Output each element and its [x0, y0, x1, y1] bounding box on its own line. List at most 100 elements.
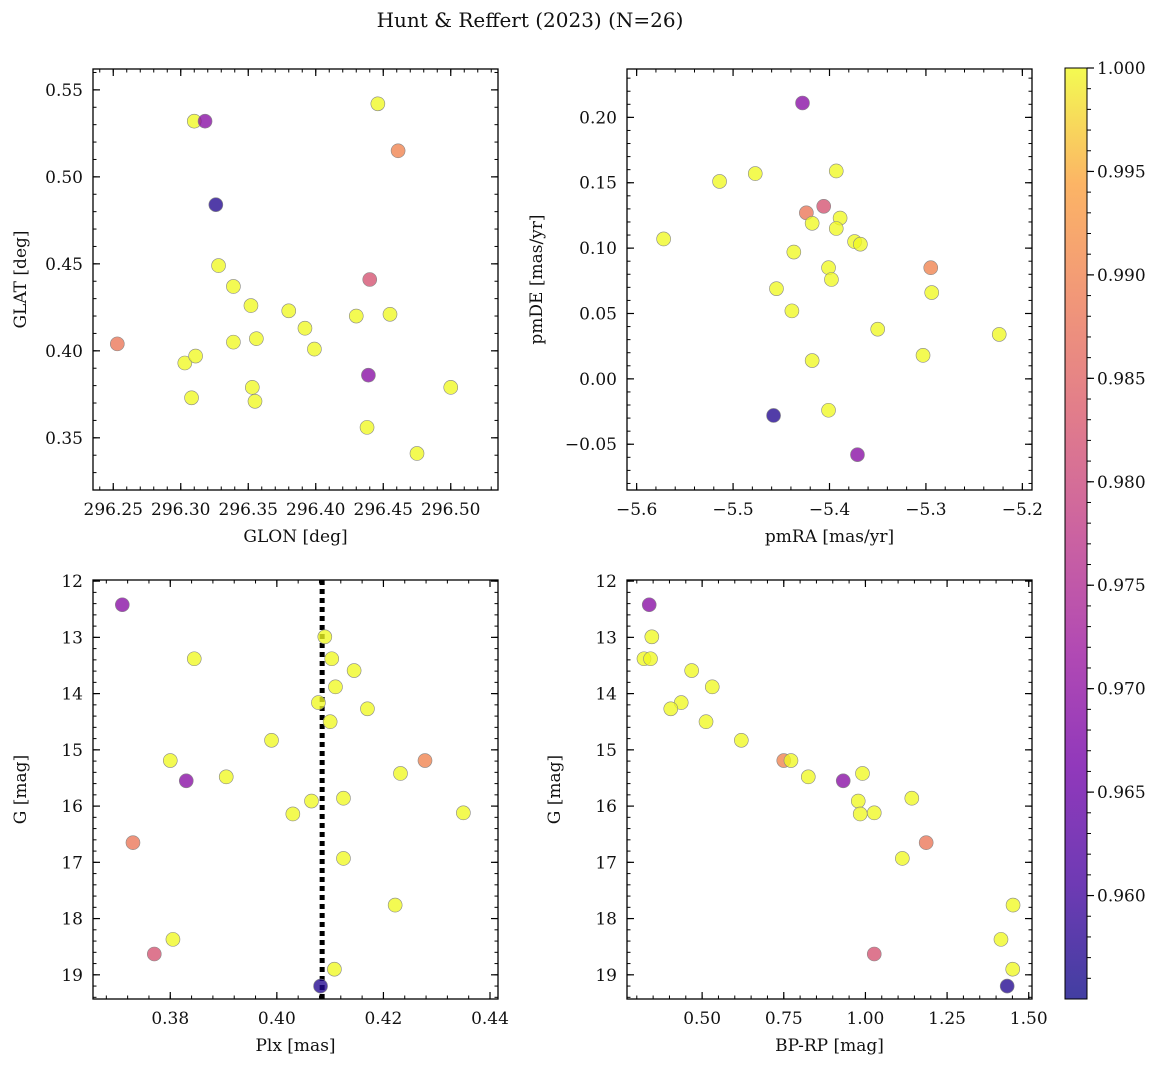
data-point — [712, 174, 727, 189]
data-point — [855, 766, 870, 781]
data-point — [307, 341, 322, 357]
axes-frame — [92, 579, 499, 1000]
data-point — [304, 793, 319, 809]
data-point — [904, 790, 920, 806]
colorbar-tick-label: 0.965 — [1097, 783, 1146, 803]
data-point — [382, 306, 398, 322]
data-point — [110, 336, 125, 352]
data-point — [852, 806, 868, 822]
x-tick-label: −5.4 — [809, 500, 850, 520]
data-point — [816, 198, 832, 214]
y-tick-label: 16 — [595, 797, 617, 817]
colorbar-tick-label: 0.975 — [1097, 576, 1146, 596]
y-tick-label: 19 — [595, 966, 617, 986]
data-point — [641, 597, 657, 613]
y-tick-label: 0.55 — [45, 81, 83, 101]
y-tick-label: 0.40 — [45, 342, 83, 362]
data-point — [226, 279, 241, 294]
data-point — [243, 298, 259, 313]
data-point — [390, 143, 406, 159]
data-point — [828, 163, 844, 179]
data-point — [359, 420, 375, 435]
data-point — [1005, 897, 1021, 913]
data-point — [835, 773, 851, 789]
panel-plx-g: 0.38 0.40 0.42 0.44 12 13 14 15 16 17 18 19 Plx [mas… — [11, 572, 509, 1056]
panel-glon-glat: 296.25 296.30 296.35 296.40 296.45 296.50 0.35… — [11, 68, 499, 547]
data-point — [734, 732, 749, 748]
x-tick-label: 296.40 — [286, 500, 345, 520]
x-axis-label: Plx [mas] — [255, 1036, 335, 1056]
data-point — [362, 272, 378, 287]
data-point — [188, 348, 203, 364]
y-tick-label: 13 — [61, 628, 83, 648]
data-point — [322, 714, 338, 730]
axes-frame — [626, 68, 1033, 491]
data-point — [165, 932, 181, 947]
y-axis-label: GLAT [deg] — [11, 230, 31, 328]
data-point — [249, 331, 264, 346]
y-tick-label: −0.05 — [565, 435, 617, 455]
colorbar-tick-label: 0.990 — [1097, 266, 1146, 286]
data-point — [747, 166, 763, 181]
data-point — [226, 334, 241, 350]
data-point — [417, 753, 433, 768]
data-point — [804, 215, 820, 231]
data-point — [247, 393, 263, 409]
axes-frame — [626, 579, 1033, 1000]
y-axis-label: G [mag] — [11, 755, 31, 824]
x-tick-label: −5.2 — [1002, 500, 1043, 520]
data-point — [821, 402, 836, 418]
x-tick-label: 1.50 — [1010, 1009, 1048, 1029]
data-point — [285, 806, 301, 822]
axes-frame — [92, 68, 499, 491]
y-tick-label: 17 — [61, 853, 83, 873]
y-axis-label: G [mag] — [545, 755, 565, 824]
data-point — [786, 244, 802, 260]
data-point — [766, 408, 781, 423]
data-point — [297, 320, 313, 336]
y-tick-label: 0.15 — [579, 174, 617, 194]
data-point — [370, 96, 386, 112]
colorbar-tick-label: 0.985 — [1097, 369, 1146, 389]
x-axis-label: BP-RP [mag] — [775, 1036, 884, 1056]
data-point — [923, 260, 939, 276]
y-tick-label: 14 — [61, 685, 83, 705]
y-tick-label: 0.45 — [45, 255, 83, 275]
data-point — [186, 651, 202, 667]
data-point — [828, 221, 844, 236]
data-point — [824, 272, 839, 287]
data-point — [264, 732, 279, 748]
x-tick-label: 0.42 — [364, 1009, 402, 1029]
data-point — [177, 355, 193, 371]
data-point — [115, 597, 130, 613]
data-point — [684, 663, 699, 678]
data-point — [663, 701, 679, 717]
y-tick-label: 0.10 — [579, 239, 617, 259]
y-tick-label: 0.05 — [579, 304, 617, 324]
y-tick-label: 12 — [595, 572, 617, 592]
colorbar-tick-label: 0.960 — [1097, 887, 1146, 907]
y-tick-label: 13 — [595, 628, 617, 648]
data-point — [327, 961, 342, 977]
data-point — [393, 766, 408, 781]
data-point — [313, 978, 328, 994]
y-tick-label: 19 — [61, 966, 83, 986]
y-tick-label: 16 — [61, 797, 83, 817]
data-point — [409, 446, 425, 461]
data-point — [178, 773, 194, 789]
x-tick-label: 0.44 — [471, 1009, 509, 1029]
y-tick-label: 0.00 — [579, 370, 617, 390]
y-tick-label: 17 — [595, 853, 617, 873]
data-point — [644, 629, 660, 645]
y-tick-label: 0.35 — [45, 429, 83, 449]
data-point — [999, 978, 1015, 994]
data-point — [656, 231, 671, 247]
data-point — [311, 695, 326, 710]
panel-bprp-g: 0.50 0.75 1.00 1.25 1.50 12 13 14 15 16 17 18 19 BP-R… — [545, 572, 1048, 1056]
colorbar: 0.960 0.965 0.970 0.975 0.980 0.985 0.990 0.995… — [1064, 59, 1146, 1000]
panel-pmra-pmde: −5.6 −5.5 −5.4 −5.3 −5.2 −0.05 0.00 0.05 0.10 0.1… — [527, 68, 1043, 547]
x-tick-label: 296.35 — [219, 500, 278, 520]
data-point — [643, 651, 658, 667]
data-point — [850, 793, 866, 809]
